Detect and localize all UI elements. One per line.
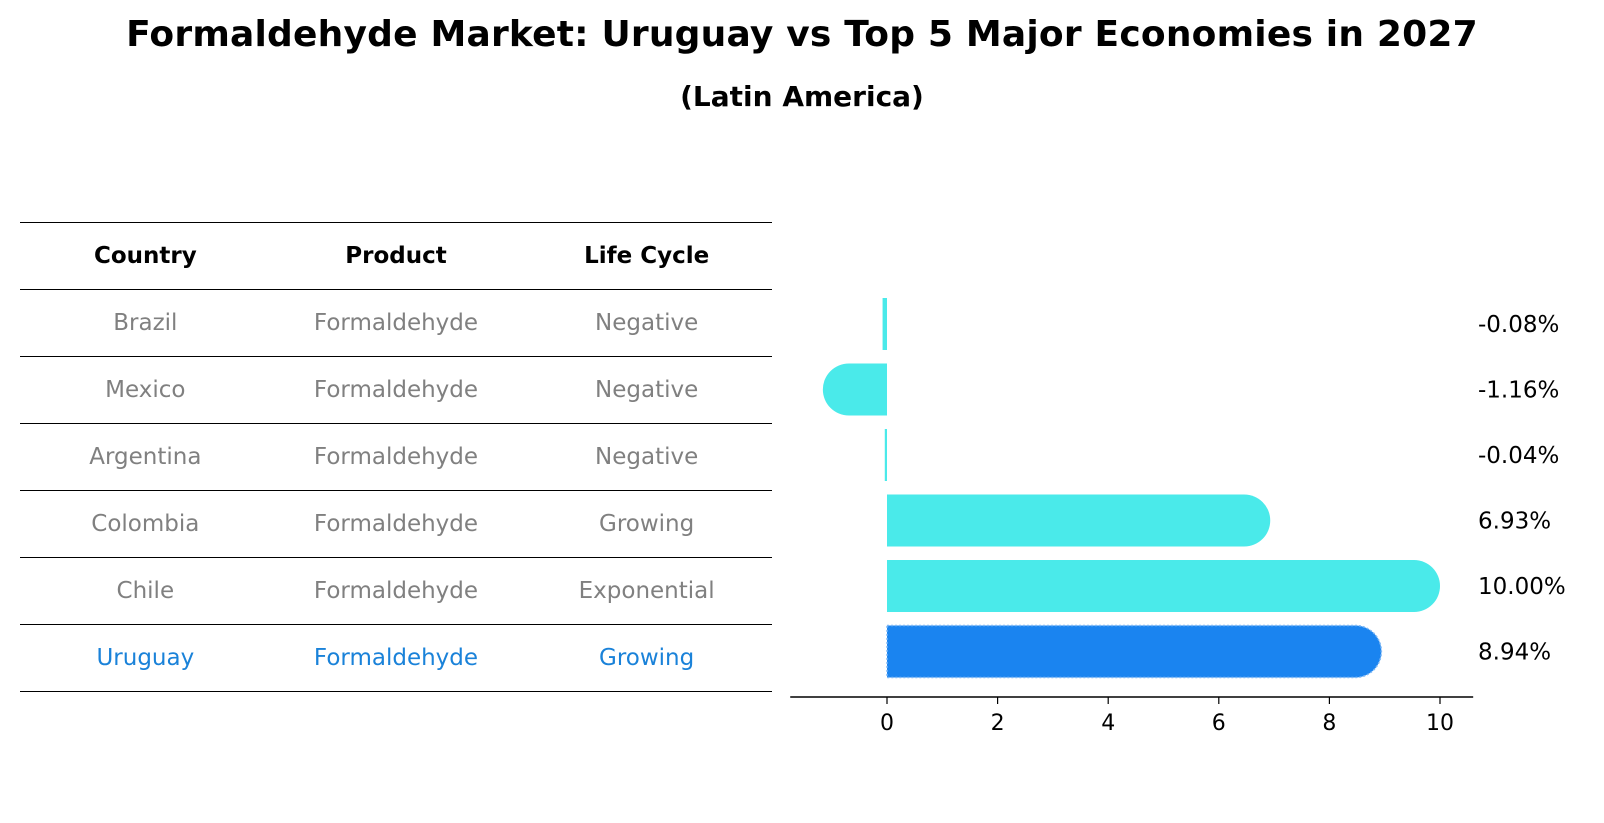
chart-subtitle: (Latin America) xyxy=(680,80,924,113)
cell-life-cycle: Exponential xyxy=(578,578,715,604)
cell-country: Mexico xyxy=(105,377,186,403)
table-header-row: Country Product Life Cycle xyxy=(20,222,772,290)
x-tick-label: 6 xyxy=(1212,711,1226,736)
cell-product: Formaldehyde xyxy=(313,444,479,470)
bar-mexico xyxy=(822,363,887,416)
cell-life-cycle: Growing xyxy=(599,511,695,537)
cell-life-cycle: Negative xyxy=(595,310,699,336)
bar-value-label: -0.04% xyxy=(1478,443,1559,469)
header-product: Product xyxy=(345,243,447,269)
bar-argentina xyxy=(884,429,887,481)
cell-product: Formaldehyde xyxy=(313,377,479,403)
table-row: Chile Formaldehyde Exponential xyxy=(20,558,772,625)
header-country: Country xyxy=(93,243,197,269)
cell-product: Formaldehyde xyxy=(313,310,479,336)
bar-value-label: 6.93% xyxy=(1478,509,1551,535)
x-tick-label: 0 xyxy=(880,711,894,736)
bar-value-label: -1.16% xyxy=(1478,378,1559,404)
cell-product: Formaldehyde xyxy=(313,511,479,537)
bar-value-label: 8.94% xyxy=(1478,640,1551,666)
cell-country: Colombia xyxy=(91,511,200,537)
table-row: Colombia Formaldehyde Growing xyxy=(20,491,772,558)
cell-life-cycle: Negative xyxy=(595,444,699,470)
cell-life-cycle: Negative xyxy=(595,377,699,403)
market-table: Country Product Life Cycle Brazil Formal… xyxy=(20,222,772,692)
bar-value-label: 10.00% xyxy=(1478,574,1566,600)
cell-country: Chile xyxy=(116,578,175,604)
cell-product: Formaldehyde xyxy=(313,645,479,671)
bar-brazil xyxy=(882,298,887,350)
table-row-highlight: Uruguay Formaldehyde Growing xyxy=(20,625,772,692)
cell-country: Argentina xyxy=(89,444,202,470)
table-row: Mexico Formaldehyde Negative xyxy=(20,357,772,424)
bar-highlight-outline xyxy=(886,624,1383,679)
table-row: Argentina Formaldehyde Negative xyxy=(20,424,772,491)
x-tick-label: 10 xyxy=(1426,711,1454,736)
x-tick-label: 2 xyxy=(991,711,1005,736)
cell-country: Uruguay xyxy=(96,645,195,671)
table-row: Brazil Formaldehyde Negative xyxy=(20,290,772,357)
cell-country: Brazil xyxy=(113,310,178,336)
x-tick-label: 4 xyxy=(1101,711,1115,736)
header-life-cycle: Life Cycle xyxy=(584,243,710,269)
x-tick-label: 8 xyxy=(1322,711,1336,736)
chart-title: Formaldehyde Market: Uruguay vs Top 5 Ma… xyxy=(126,14,1478,55)
cell-product: Formaldehyde xyxy=(313,578,479,604)
cell-life-cycle: Growing xyxy=(599,645,695,671)
bar-chile xyxy=(887,560,1440,612)
bar-uruguay xyxy=(887,625,1382,678)
bar-value-label: -0.08% xyxy=(1478,312,1559,338)
bar-colombia xyxy=(887,494,1271,547)
